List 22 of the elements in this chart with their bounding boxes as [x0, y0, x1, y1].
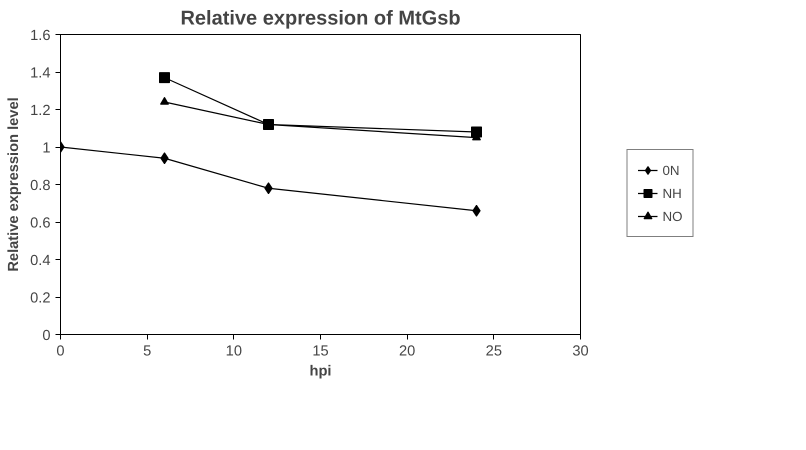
- x-tick-label: 5: [143, 344, 152, 360]
- y-tick-label: 1: [42, 140, 51, 156]
- x-tick-label: 25: [486, 344, 502, 360]
- y-tick-label: 0.6: [30, 216, 50, 232]
- legend-label: NH: [662, 186, 682, 200]
- y-tick-label: 0.8: [30, 178, 50, 194]
- x-tick-label: 20: [399, 344, 416, 360]
- y-tick-label: 0.2: [30, 290, 50, 306]
- y-axis-title: Relative expression level: [6, 97, 22, 272]
- legend-label: 0N: [662, 162, 681, 178]
- x-tick-label: 15: [312, 344, 329, 360]
- x-tick-label: 10: [226, 344, 242, 360]
- chart-title: Relative expression of MtGsb: [180, 8, 461, 30]
- legend-label: NO: [662, 208, 682, 224]
- x-axis-title: hpi: [310, 364, 332, 380]
- x-tick-label: 30: [572, 344, 589, 360]
- y-tick-label: 1.4: [30, 66, 50, 82]
- y-tick-label: 1.6: [30, 28, 50, 44]
- x-tick-label: 0: [56, 344, 65, 360]
- y-tick-label: 1.2: [30, 103, 50, 119]
- y-tick-label: 0.4: [30, 253, 50, 269]
- y-tick-label: 0: [42, 328, 51, 344]
